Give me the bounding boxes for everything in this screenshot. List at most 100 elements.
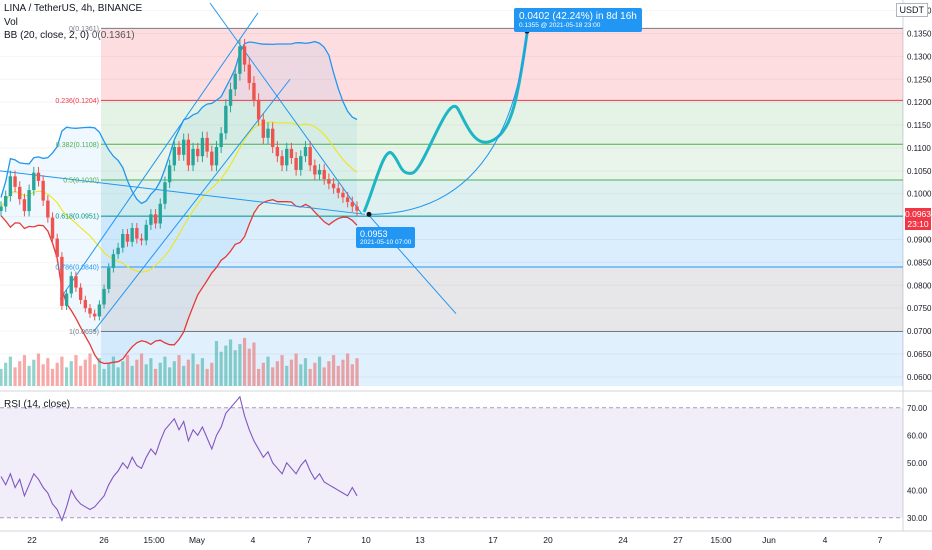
entry-callout[interactable]: 0.0953 2021-05-10 07:00 — [356, 227, 416, 248]
volume-bar — [172, 361, 176, 386]
volume-bar — [233, 350, 237, 386]
volume-bar — [210, 362, 214, 386]
candle-body — [224, 105, 228, 134]
candle-body — [158, 203, 162, 224]
time-axis-label: 7 — [878, 535, 883, 545]
candle-body — [345, 197, 350, 202]
candle-body — [247, 64, 251, 83]
time-axis-label: 17 — [488, 535, 498, 545]
time-axis-label: Jun — [762, 535, 776, 545]
volume-bar — [341, 359, 345, 386]
candle-body — [172, 147, 177, 166]
volume-bar — [257, 368, 261, 386]
candle-body — [41, 180, 45, 201]
candle-body — [181, 139, 186, 155]
volume-bar — [200, 358, 205, 386]
symbol-title[interactable]: LINA / TetherUS, 4h, BINANCE — [4, 3, 143, 14]
price-axis-label: 0.1300 — [907, 52, 932, 61]
fib-level-label: 0.5(0.1030) — [63, 177, 99, 184]
volume-bar — [116, 367, 120, 386]
volume-bar — [4, 362, 8, 386]
candle-body — [167, 165, 172, 183]
bar-countdown: 23:10 — [907, 219, 929, 229]
volume-bar — [121, 361, 125, 386]
volume-bar — [252, 342, 256, 386]
candle-body — [130, 228, 134, 242]
bollinger-legend[interactable]: BB (20, close, 2, 0) 0(0.1361) — [4, 30, 135, 41]
volume-bar — [336, 365, 340, 386]
candle-body — [102, 288, 106, 305]
candle-body — [256, 99, 261, 120]
volume-bar — [317, 356, 322, 386]
candle-body — [322, 169, 326, 180]
candle-body — [69, 276, 73, 294]
candle-body — [135, 228, 139, 239]
rsi-axis-label: 50.00 — [907, 459, 928, 468]
candle-body — [88, 308, 92, 314]
candle-body — [18, 186, 22, 200]
volume-bar — [289, 359, 294, 386]
price-axis-label: 0.1350 — [907, 29, 932, 38]
volume-bar — [149, 358, 153, 386]
candle-body — [233, 73, 237, 90]
candle-body — [270, 128, 275, 148]
volume-bar — [88, 353, 92, 386]
fib-zone — [101, 216, 903, 267]
volume-bar — [83, 359, 87, 386]
volume-bar — [280, 355, 284, 386]
price-axis-label: 0.0700 — [907, 327, 932, 336]
volume-bar — [168, 367, 172, 386]
candle-body — [64, 293, 69, 306]
candle-body — [46, 200, 50, 218]
volume-bar — [27, 365, 31, 386]
time-axis-label: 26 — [99, 535, 109, 545]
candle-body — [13, 176, 17, 187]
candle-body — [266, 128, 270, 138]
candle-body — [27, 190, 31, 212]
candle-body — [205, 137, 209, 152]
fib-zone — [101, 100, 903, 145]
candle-body — [92, 313, 97, 317]
currency-badge[interactable]: USDT — [895, 3, 928, 17]
volume-bar — [186, 359, 190, 386]
trendline-support — [0, 170, 366, 215]
volume-bar — [261, 362, 265, 386]
volume-bar — [64, 367, 69, 386]
fib-level-label: 0.786(0.0840) — [55, 264, 99, 271]
volume-bar — [242, 337, 247, 386]
time-axis-label: 20 — [543, 535, 553, 545]
candle-body — [36, 172, 41, 181]
time-axis-label: 27 — [673, 535, 683, 545]
candle-body — [355, 206, 359, 211]
candle-body — [196, 148, 200, 157]
fib-level-label: 1(0.0699) — [69, 329, 99, 336]
entry-point-marker — [366, 211, 372, 217]
time-axis-label: 15:00 — [710, 535, 732, 545]
rsi-axis-label: 60.00 — [907, 431, 928, 440]
candle-body — [308, 147, 312, 166]
volume-bar — [158, 362, 162, 386]
volume-bar — [285, 365, 289, 386]
fib-level-label: 0.236(0.1204) — [55, 98, 99, 105]
volume-legend[interactable]: Vol — [4, 17, 18, 28]
price-axis-label: 0.0650 — [907, 350, 932, 359]
rsi-axis-label: 70.00 — [907, 404, 928, 413]
time-axis-label: 15:00 — [143, 535, 165, 545]
candle-body — [214, 147, 219, 166]
rsi-axis-label: 30.00 — [907, 514, 928, 523]
candle-body — [299, 156, 303, 170]
rsi-legend[interactable]: RSI (14, close) — [4, 399, 71, 410]
volume-bar — [22, 355, 27, 386]
fib-zone — [101, 28, 903, 101]
candle-body — [8, 176, 13, 196]
time-axis-label: 24 — [618, 535, 628, 545]
volume-bar — [266, 356, 270, 386]
volume-bar — [144, 364, 148, 386]
volume-bar — [196, 364, 200, 386]
volume-bar — [163, 356, 167, 386]
target-callout[interactable]: 0.0402 (42.24%) in 8d 16h 0.1355 @ 2021-… — [514, 8, 642, 32]
candle-body — [210, 151, 214, 166]
volume-bar — [303, 358, 308, 386]
